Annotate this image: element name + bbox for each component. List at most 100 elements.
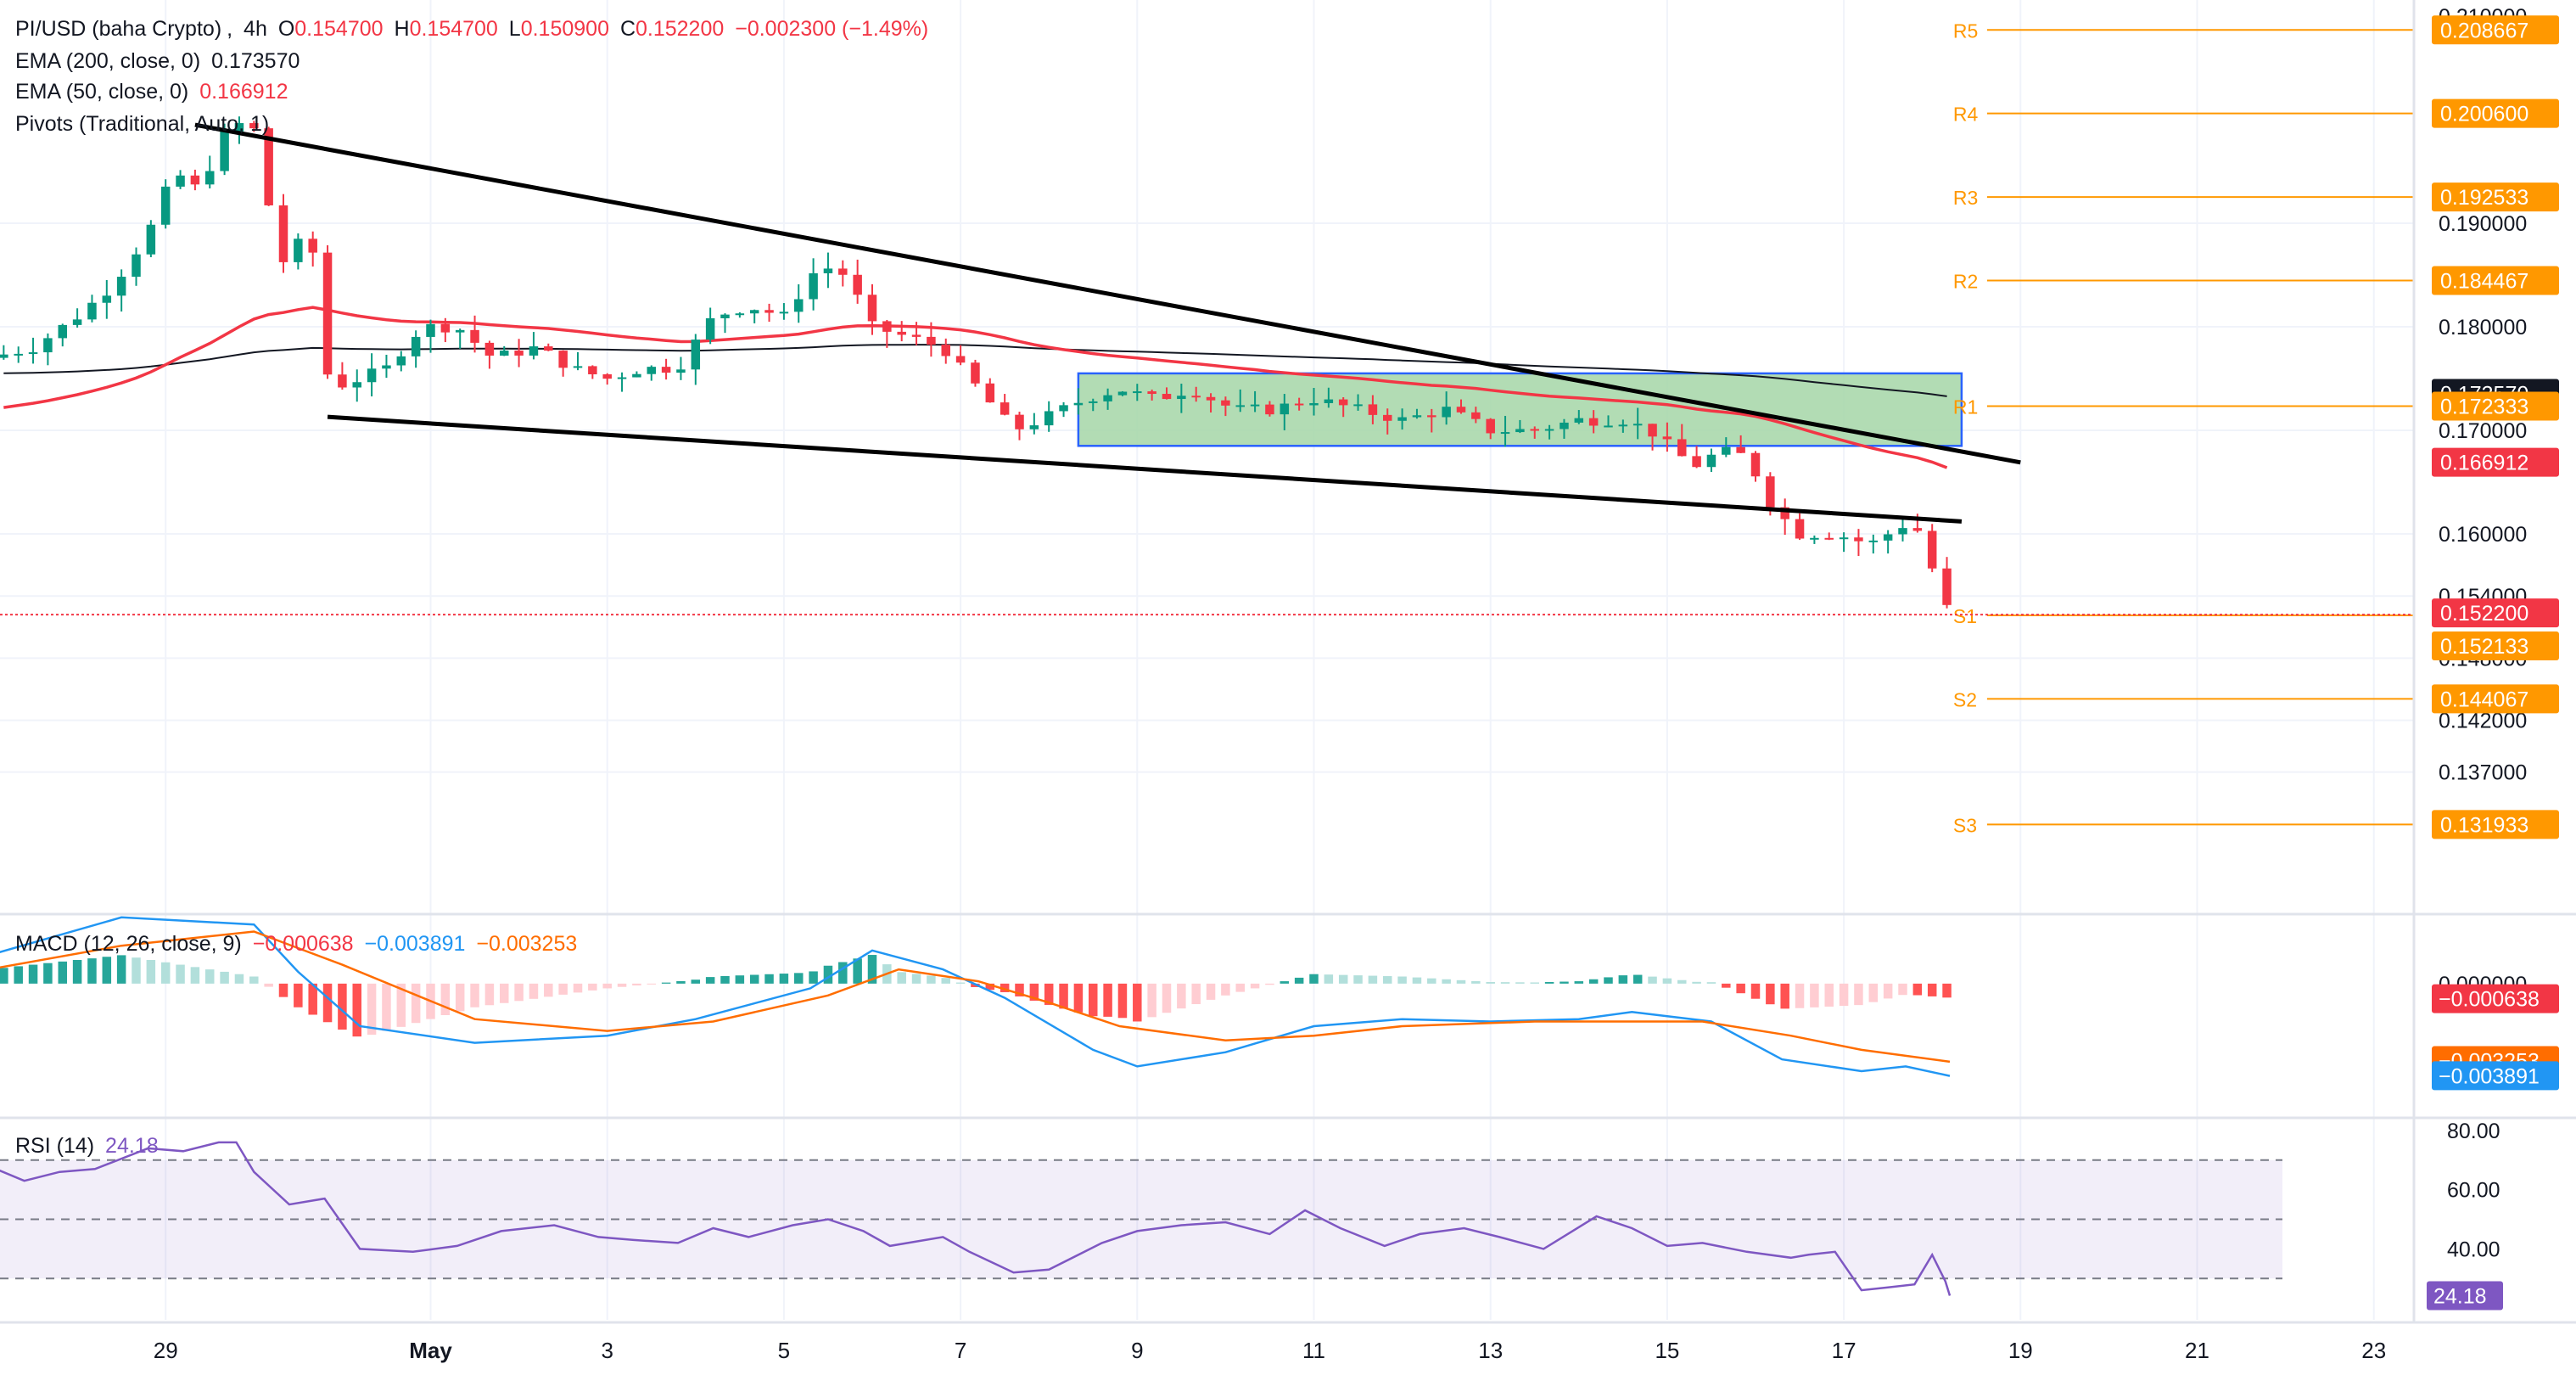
price-badge-pivot — [2432, 266, 2559, 295]
candle-body — [809, 272, 818, 300]
candle-body — [234, 123, 244, 132]
candle-body — [1353, 404, 1363, 407]
candle-body — [87, 302, 97, 320]
macd-histogram-bar — [794, 973, 804, 984]
macd-histogram-bar — [1338, 974, 1348, 984]
candle-body — [1692, 456, 1701, 468]
time-axis-label: 29 — [154, 1338, 178, 1363]
macd-histogram-bar — [1117, 983, 1128, 1019]
macd-histogram-bar — [1780, 983, 1789, 1009]
macd-histogram-bar — [470, 983, 479, 1008]
time-axis-label: 19 — [2008, 1338, 2033, 1363]
candle-body — [0, 354, 8, 358]
candle-body — [838, 268, 848, 275]
candle-body — [249, 123, 259, 129]
candle-body — [1235, 405, 1245, 407]
macd-histogram-bar — [500, 983, 509, 1003]
candle-body — [691, 340, 701, 370]
price-axis-tick: 0.170000 — [2439, 419, 2527, 443]
candle-body — [794, 299, 804, 312]
rsi-legend[interactable]: RSI (14) 24.18 — [15, 1131, 164, 1161]
macd-histogram-bar — [1368, 975, 1378, 984]
macd-histogram-bar — [1706, 982, 1716, 984]
macd-line-value: −0.003891 — [364, 932, 466, 956]
candle-body — [1280, 403, 1290, 415]
change-value: −0.002300 (−1.49%) — [735, 17, 929, 41]
candle-body — [1632, 424, 1643, 426]
macd-histogram-bar — [1147, 983, 1156, 1018]
macd-histogram-bar — [1898, 983, 1907, 996]
time-axis-label: 13 — [1478, 1338, 1503, 1363]
candle-body — [823, 268, 833, 273]
macd-histogram-bar — [1677, 979, 1687, 984]
candle-body — [1073, 402, 1084, 406]
ema200-legend[interactable]: EMA (200, close, 0) 0.173570 — [15, 46, 305, 76]
time-axis-label: 5 — [778, 1338, 790, 1363]
macd-histogram-bar — [1927, 983, 1937, 996]
candle-body — [1442, 407, 1451, 418]
time-axis-label: 21 — [2185, 1338, 2209, 1363]
macd-label: MACD (12, 26, close, 9) — [15, 932, 242, 956]
macd-histogram-bar — [588, 983, 597, 991]
macd-histogram-bar — [941, 978, 950, 984]
macd-histogram-bar — [1810, 983, 1819, 1008]
time-axis-label: 23 — [2361, 1338, 2386, 1363]
macd-histogram-bar — [1324, 974, 1334, 984]
macd-histogram-bar — [897, 972, 906, 984]
macd-legend[interactable]: MACD (12, 26, close, 9) −0.000638 −0.003… — [15, 929, 582, 959]
candle-body — [720, 314, 730, 318]
macd-histogram-bar — [116, 955, 126, 984]
macd-histogram-bar — [1073, 983, 1084, 1013]
candle-body — [764, 310, 774, 313]
candle-body — [1795, 519, 1805, 539]
main-legend: PI/USD (baha Crypto), 4h O0.154700 H0.15… — [15, 17, 929, 41]
price-badge-pivot — [2432, 98, 2559, 128]
macd-signal-value: −0.003253 — [476, 932, 578, 956]
macd-histogram-bar — [1515, 982, 1525, 984]
macd-histogram-bar — [294, 983, 303, 1008]
macd-histogram-bar — [544, 983, 553, 997]
macd-histogram-bar — [779, 974, 789, 984]
macd-histogram-bar — [1044, 983, 1054, 1005]
symbol-label[interactable]: PI/USD (baha Crypto) — [15, 17, 222, 41]
macd-histogram-bar — [14, 966, 23, 984]
candle-body — [190, 175, 200, 185]
macd-histogram-bar — [1000, 983, 1010, 992]
candle-body — [941, 345, 950, 356]
macd-histogram-bar — [1471, 980, 1481, 984]
macd-histogram-bar — [367, 983, 377, 1036]
macd-histogram-bar — [1530, 982, 1539, 984]
candle-body — [1706, 454, 1716, 468]
macd-histogram-bar — [1089, 983, 1098, 1017]
pivot-label-r2: R2 — [1953, 271, 1978, 293]
interval-label[interactable]: 4h — [244, 17, 267, 41]
price-axis-tick: 0.190000 — [2439, 212, 2527, 236]
candle-body — [602, 373, 612, 379]
ema50-legend[interactable]: EMA (50, close, 0) 0.166912 — [15, 76, 293, 107]
candle-body — [1942, 568, 1952, 605]
candle-body — [1412, 415, 1422, 418]
candle-body — [72, 319, 82, 325]
candle-body — [58, 324, 67, 339]
candle-body — [1250, 404, 1260, 407]
macd-histogram-bar — [809, 971, 818, 984]
time-axis[interactable]: 29 May 3 5 7 9 11 13 15 17 19 21 23 — [154, 1338, 2386, 1363]
price-axis[interactable]: 0.2100000.1900000.1800000.1700000.160000… — [2427, 5, 2559, 1311]
candle-body — [205, 171, 215, 185]
macd-histogram-bar — [264, 983, 273, 987]
time-axis-label: May — [409, 1338, 452, 1363]
pane-separators — [0, 0, 2576, 1324]
macd-badge-macd-label: −0.003891 — [2439, 1064, 2540, 1088]
candle-body — [1015, 414, 1024, 429]
macd-histogram-bar — [1588, 979, 1599, 984]
macd-histogram-bar — [1280, 981, 1290, 984]
macd-histogram-bar — [867, 955, 877, 984]
price-axis-tick: 0.180000 — [2439, 316, 2527, 340]
pivots-legend[interactable]: Pivots (Traditional, Auto, 1) — [15, 109, 274, 139]
candle-body — [1766, 476, 1775, 508]
candle-body — [1117, 391, 1128, 396]
candle-body — [146, 224, 156, 255]
candle-body — [588, 366, 597, 374]
macd-histogram-bar — [927, 975, 936, 984]
